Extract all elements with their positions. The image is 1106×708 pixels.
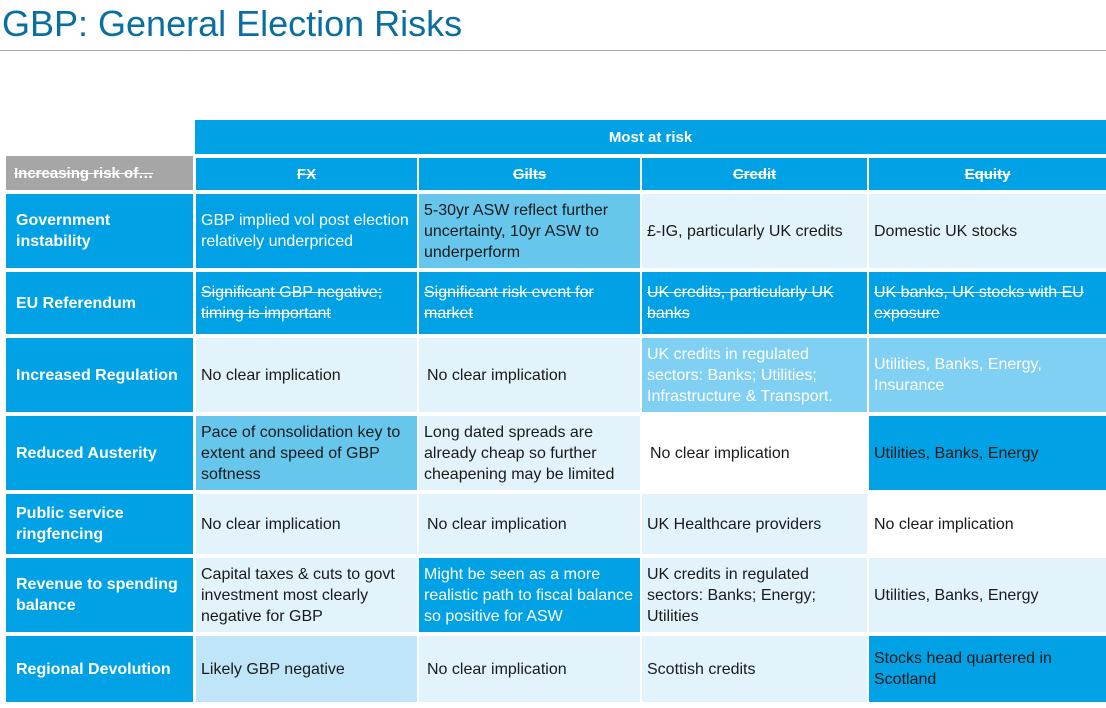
column-header-fx: FX bbox=[196, 158, 417, 190]
column-header-gilts: Gilts bbox=[419, 158, 640, 190]
table-cell: Pace of consolidation key to extent and … bbox=[196, 416, 417, 490]
header-most-at-risk: Most at risk bbox=[195, 120, 1106, 154]
table-cell: UK banks, UK stocks with EU exposure bbox=[869, 272, 1106, 334]
table-cell: Might be seen as a more realistic path t… bbox=[419, 558, 640, 632]
table-cell: No clear implication bbox=[419, 636, 640, 702]
row-label-government-instability: Government instability bbox=[6, 194, 193, 268]
row-label-public-service-ringfencing: Public service ringfencing bbox=[6, 494, 193, 554]
title-divider bbox=[0, 50, 1106, 51]
table-cell: Domestic UK stocks bbox=[869, 194, 1106, 268]
row-label-regional-devolution: Regional Devolution bbox=[6, 636, 193, 702]
table-cell: Utilities, Banks, Energy, Insurance bbox=[869, 338, 1106, 412]
table-cell: UK Healthcare providers bbox=[642, 494, 867, 554]
table-cell: No clear implication bbox=[196, 494, 417, 554]
table-cell: Scottish credits bbox=[642, 636, 867, 702]
table-cell: £-IG, particularly UK credits bbox=[642, 194, 867, 268]
table-cell: No clear implication bbox=[196, 338, 417, 412]
table-cell: UK credits in regulated sectors: Banks; … bbox=[642, 558, 867, 632]
column-header-credit: Credit bbox=[642, 158, 867, 190]
table-cell: Significant risk event for market bbox=[419, 272, 640, 334]
table-cell: UK credits in regulated sectors: Banks; … bbox=[642, 338, 867, 412]
table-cell: Utilities, Banks, Energy bbox=[869, 416, 1106, 490]
row-label-revenue-to-spending-balance: Revenue to spending balance bbox=[6, 558, 193, 632]
row-label-eu-referendum: EU Referendum bbox=[6, 272, 193, 334]
table-cell: Stocks head quartered in Scotland bbox=[869, 636, 1106, 702]
table-cell: Capital taxes & cuts to govt investment … bbox=[196, 558, 417, 632]
page-title: GBP: General Election Risks bbox=[2, 3, 463, 44]
table-cell: Utilities, Banks, Energy bbox=[869, 558, 1106, 632]
table-cell: No clear implication bbox=[642, 416, 867, 490]
table-cell: 5-30yr ASW reflect further uncertainty, … bbox=[419, 194, 640, 268]
table-cell: GBP implied vol post election relatively… bbox=[196, 194, 417, 268]
header-corner: Increasing risk of… bbox=[6, 156, 193, 190]
row-label-increased-regulation: Increased Regulation bbox=[6, 338, 193, 412]
table-cell: No clear implication bbox=[419, 494, 640, 554]
table-cell: No clear implication bbox=[419, 338, 640, 412]
table-cell: UK credits, particularly UK banks bbox=[642, 272, 867, 334]
row-label-reduced-austerity: Reduced Austerity bbox=[6, 416, 193, 490]
column-header-equity: Equity bbox=[869, 158, 1106, 190]
table-cell: No clear implication bbox=[869, 494, 1106, 554]
table-cell: Likely GBP negative bbox=[196, 636, 417, 702]
table-cell: Significant GBP negative; timing is impo… bbox=[196, 272, 417, 334]
table-cell: Long dated spreads are already cheap so … bbox=[419, 416, 640, 490]
